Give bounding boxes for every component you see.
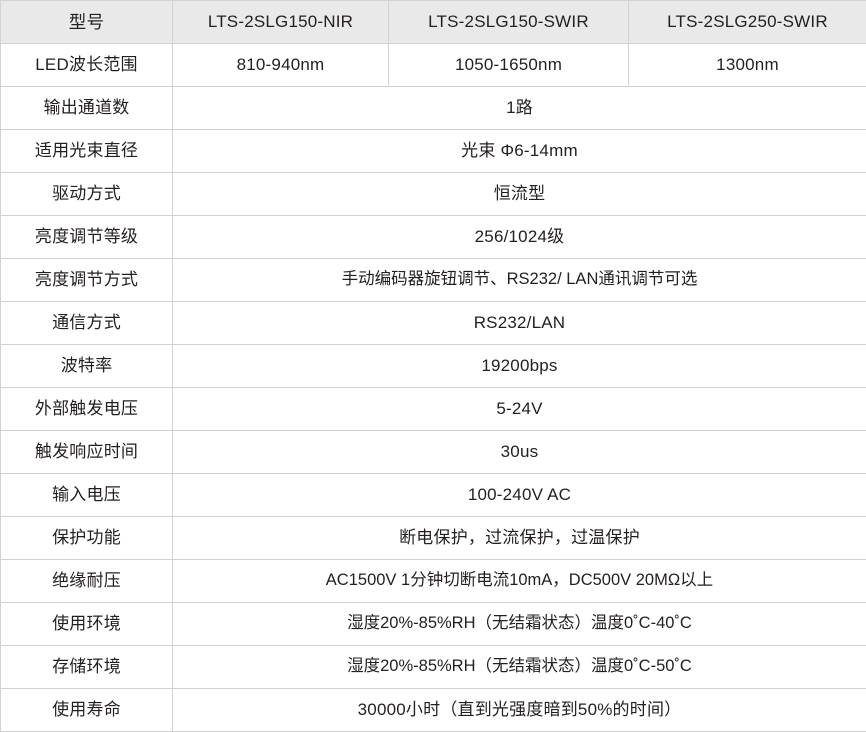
row-value-3: 1300nm — [629, 44, 866, 87]
row-value-merged: 5-24V — [173, 388, 866, 431]
header-cell-model-label: 型号 — [1, 1, 173, 44]
row-value-merged: 光束 Φ6-14mm — [173, 130, 866, 173]
row-value-merged: 19200bps — [173, 345, 866, 388]
table-row: 使用环境湿度20%-85%RH（无结霜状态）温度0˚C-40˚C — [1, 603, 866, 646]
row-value-merged: 30000小时（直到光强度暗到50%的时间） — [173, 689, 866, 732]
row-label: 外部触发电压 — [1, 388, 173, 431]
row-label: 亮度调节等级 — [1, 216, 173, 259]
row-value-merged: 恒流型 — [173, 173, 866, 216]
header-row: 型号 LTS-2SLG150-NIR LTS-2SLG150-SWIR LTS-… — [1, 1, 866, 44]
row-value-merged: 断电保护，过流保护，过温保护 — [173, 517, 866, 560]
table-row: 存储环境湿度20%-85%RH（无结霜状态）温度0˚C-50˚C — [1, 646, 866, 689]
row-label: 使用寿命 — [1, 689, 173, 732]
row-label: 触发响应时间 — [1, 431, 173, 474]
row-label: 输入电压 — [1, 474, 173, 517]
row-value-merged: 湿度20%-85%RH（无结霜状态）温度0˚C-50˚C — [173, 646, 866, 689]
row-value-merged: AC1500V 1分钟切断电流10mA，DC500V 20MΩ以上 — [173, 560, 866, 603]
row-value-2: 1050-1650nm — [389, 44, 629, 87]
row-value-merged: 1路 — [173, 87, 866, 130]
table-header: 型号 LTS-2SLG150-NIR LTS-2SLG150-SWIR LTS-… — [1, 1, 866, 44]
row-label: 波特率 — [1, 345, 173, 388]
table-row: 亮度调节方式手动编码器旋钮调节、RS232/ LAN通讯调节可选 — [1, 259, 866, 302]
row-value-merged: 手动编码器旋钮调节、RS232/ LAN通讯调节可选 — [173, 259, 866, 302]
table-row: 适用光束直径光束 Φ6-14mm — [1, 130, 866, 173]
row-value-merged: 100-240V AC — [173, 474, 866, 517]
row-label: LED波长范围 — [1, 44, 173, 87]
row-label: 适用光束直径 — [1, 130, 173, 173]
row-label: 保护功能 — [1, 517, 173, 560]
row-value-merged: 30us — [173, 431, 866, 474]
row-label: 存储环境 — [1, 646, 173, 689]
row-value-merged: 湿度20%-85%RH（无结霜状态）温度0˚C-40˚C — [173, 603, 866, 646]
row-label: 通信方式 — [1, 302, 173, 345]
row-label: 输出通道数 — [1, 87, 173, 130]
header-cell-model-3: LTS-2SLG250-SWIR — [629, 1, 866, 44]
row-label: 绝缘耐压 — [1, 560, 173, 603]
row-value-1: 810-940nm — [173, 44, 389, 87]
row-label: 驱动方式 — [1, 173, 173, 216]
table-row: 保护功能断电保护，过流保护，过温保护 — [1, 517, 866, 560]
header-cell-model-1: LTS-2SLG150-NIR — [173, 1, 389, 44]
table-row: 驱动方式恒流型 — [1, 173, 866, 216]
row-value-merged: 256/1024级 — [173, 216, 866, 259]
header-cell-model-2: LTS-2SLG150-SWIR — [389, 1, 629, 44]
row-label: 使用环境 — [1, 603, 173, 646]
row-label: 亮度调节方式 — [1, 259, 173, 302]
row-value-merged: RS232/LAN — [173, 302, 866, 345]
